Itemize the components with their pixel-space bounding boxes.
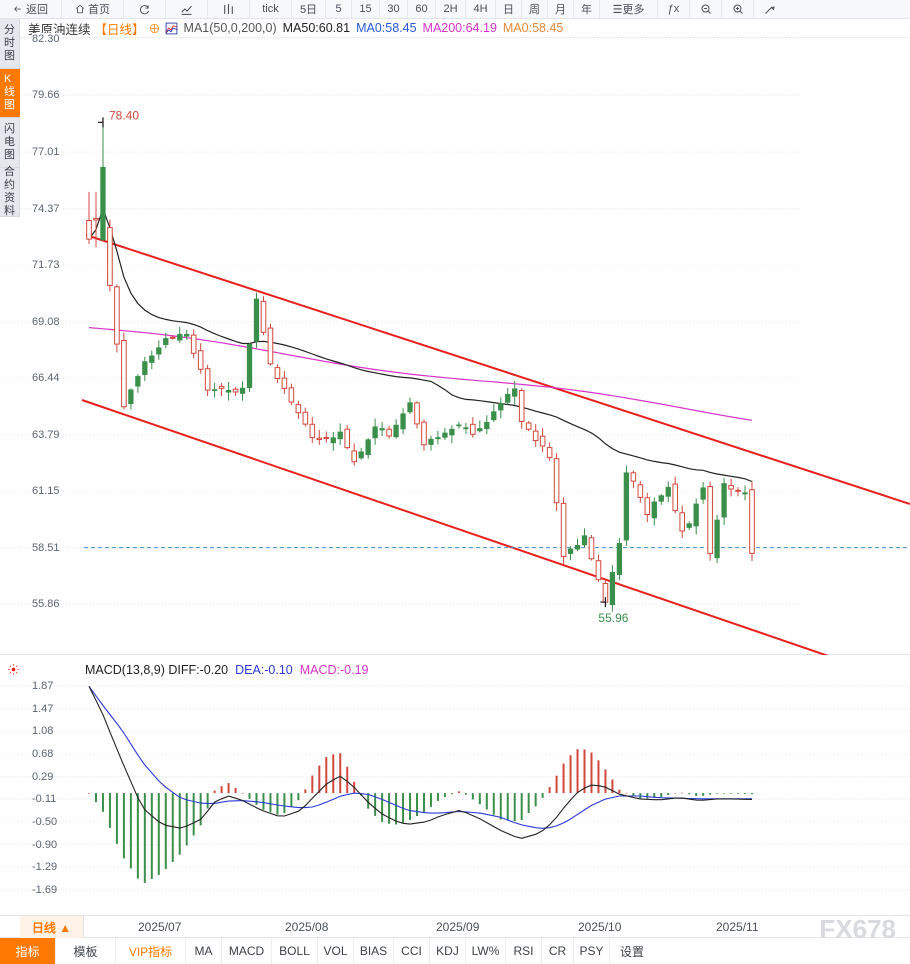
svg-text:55.96: 55.96 <box>598 611 628 625</box>
svg-text:78.40: 78.40 <box>109 108 139 122</box>
